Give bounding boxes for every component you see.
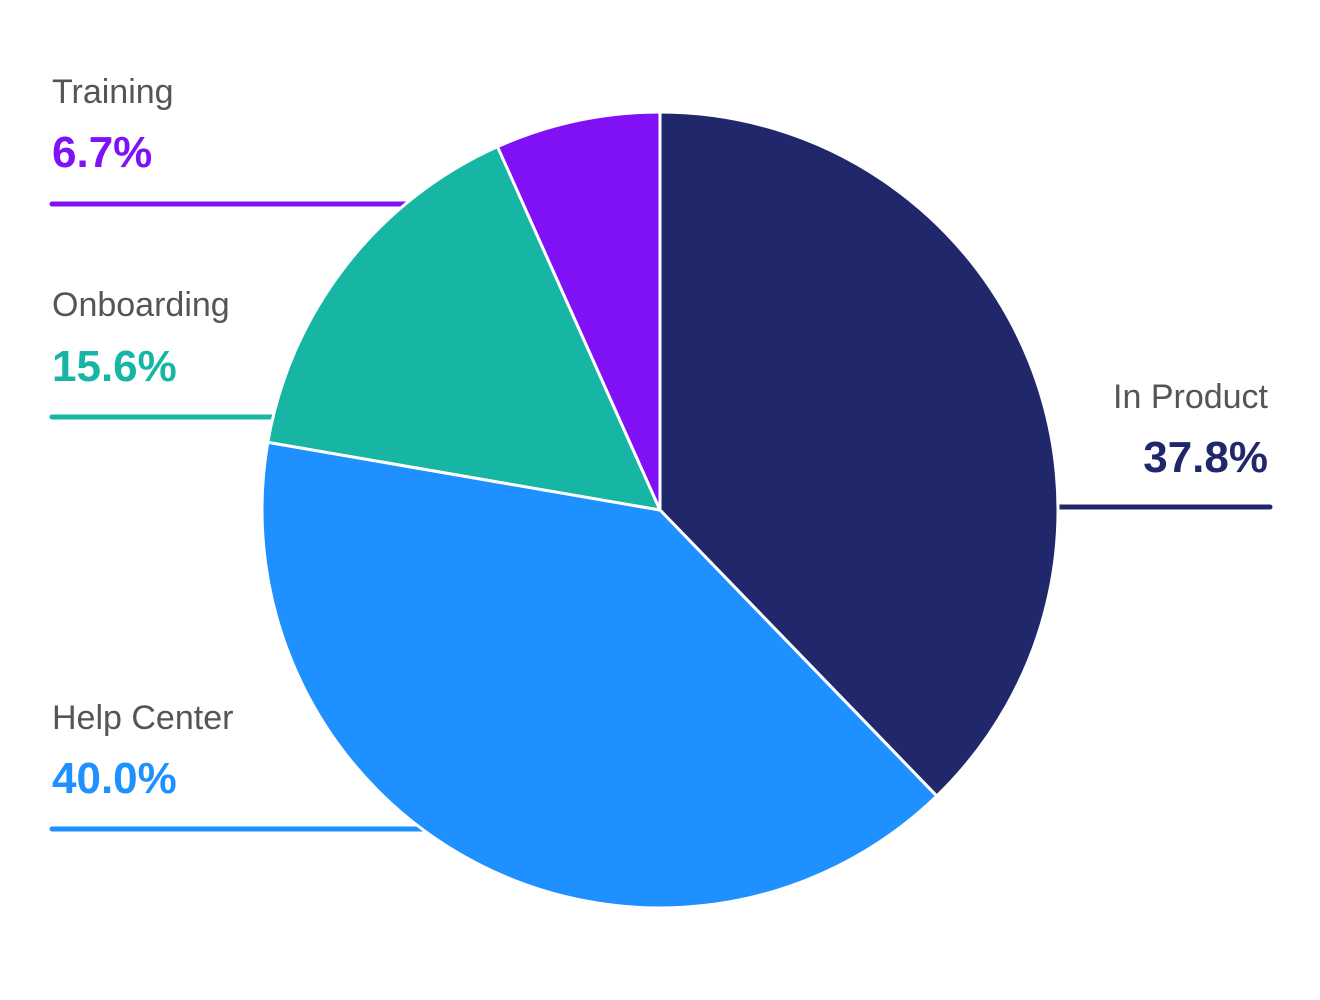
callout-in-product: In Product 37.8% [1113, 378, 1269, 482]
slice-value-in-product: 37.8% [1143, 433, 1268, 482]
callout-help-center: Help Center 40.0% [52, 699, 233, 803]
slice-label-onboarding: Onboarding [52, 286, 230, 324]
slice-label-training: Training [52, 73, 174, 111]
callout-training: Training 6.7% [52, 73, 174, 177]
slice-value-onboarding: 15.6% [52, 342, 177, 391]
slice-value-training: 6.7% [52, 128, 152, 177]
pie-slice-help-center [260, 440, 939, 910]
pie-slice-onboarding [266, 145, 662, 512]
callout-onboarding: Onboarding 15.6% [52, 286, 230, 391]
pie-slice-in-product [658, 110, 1060, 798]
pie-slice-training [496, 110, 662, 512]
pie-slices [260, 110, 1060, 910]
slice-label-in-product: In Product [1113, 378, 1269, 416]
slice-value-help-center: 40.0% [52, 754, 177, 803]
slice-label-help-center: Help Center [52, 699, 233, 737]
